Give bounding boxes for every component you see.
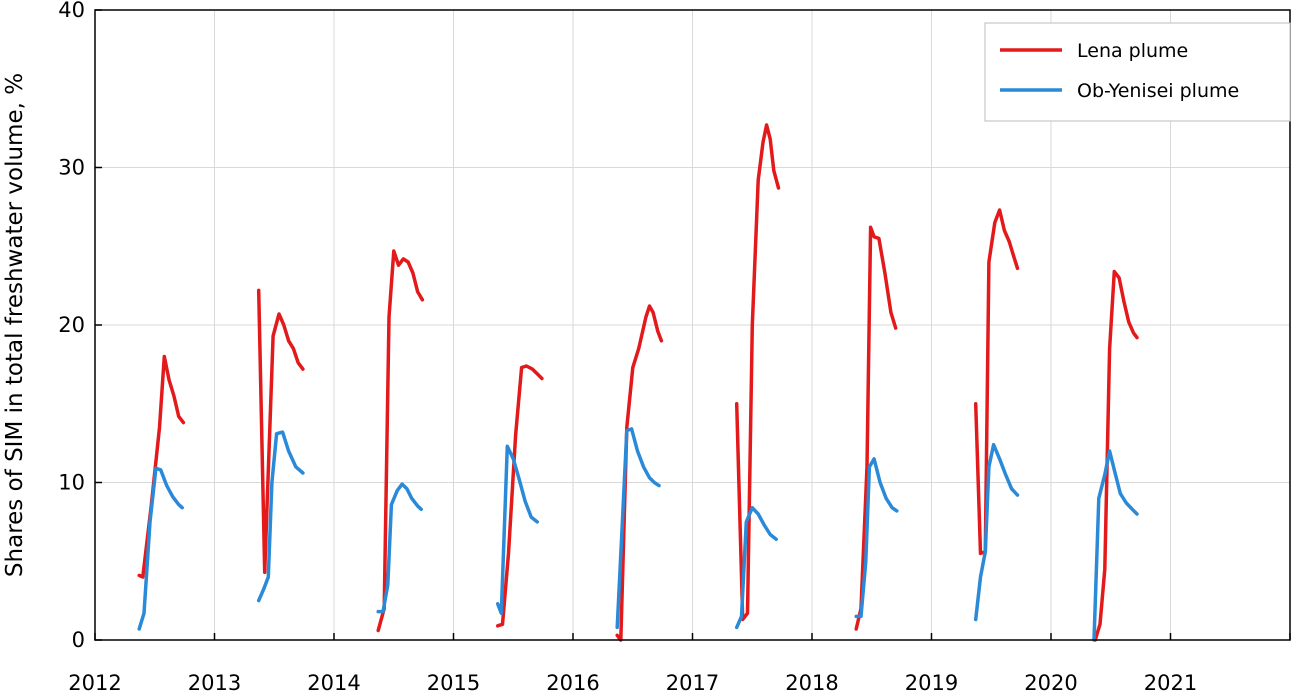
- y-tick-label: 30: [58, 156, 85, 180]
- series-line-segment: [1093, 269, 1139, 642]
- x-tick-label: 2017: [666, 671, 719, 695]
- y-tick-label: 10: [58, 471, 85, 495]
- plot-frame: [94, 9, 1291, 641]
- series-lena: [137, 123, 1139, 642]
- series-line-segment: [137, 466, 184, 631]
- series-line-segment: [615, 304, 664, 642]
- x-tick-label: 2014: [307, 671, 360, 695]
- series-line-segment: [854, 225, 898, 631]
- series-line-segment: [734, 123, 781, 622]
- series-line-segment: [615, 427, 661, 630]
- x-tick-label: 2021: [1144, 671, 1197, 695]
- series-line-segment: [854, 457, 899, 619]
- y-axis-label: Shares of SIM in total freshwater volume…: [2, 73, 28, 577]
- x-tick-label: 2012: [68, 671, 121, 695]
- series-line-segment: [376, 482, 423, 614]
- x-tick-label: 2015: [427, 671, 480, 695]
- series-ob-yenisei: [137, 427, 1139, 642]
- x-axis-ticks: 2012 2013 2014 2015 2016 2017 2018 2019 2020 2021: [68, 633, 1291, 695]
- x-tick-label: 2018: [785, 671, 838, 695]
- series-line-segment: [137, 354, 186, 579]
- y-tick-label: 40: [58, 0, 85, 22]
- x-tick-label: 2013: [188, 671, 241, 695]
- series-line-segment: [973, 442, 1020, 622]
- x-tick-label: 2016: [546, 671, 599, 695]
- series-layer: [137, 123, 1139, 642]
- series-line-segment: [495, 364, 544, 628]
- series-line-segment: [1092, 449, 1139, 642]
- legend-label-ob-yenisei: Ob-Yenisei plume: [1077, 80, 1239, 102]
- series-line-segment: [973, 208, 1020, 556]
- series-line-segment: [734, 505, 778, 630]
- series-line-segment: [376, 249, 425, 633]
- y-tick-label: 20: [58, 313, 85, 337]
- series-line-segment: [495, 444, 539, 615]
- y-axis-ticks: 0 10 20 30 40: [58, 0, 102, 652]
- y-tick-label: 0: [72, 628, 85, 652]
- series-line-segment: [256, 288, 305, 575]
- legend-label-lena: Lena plume: [1077, 40, 1188, 62]
- legend: Lena plume Ob-Yenisei plume: [984, 22, 1291, 122]
- legend-box: [984, 22, 1291, 122]
- x-tick-label: 2020: [1024, 671, 1077, 695]
- series-line-segment: [256, 430, 305, 603]
- x-tick-label: 2019: [905, 671, 958, 695]
